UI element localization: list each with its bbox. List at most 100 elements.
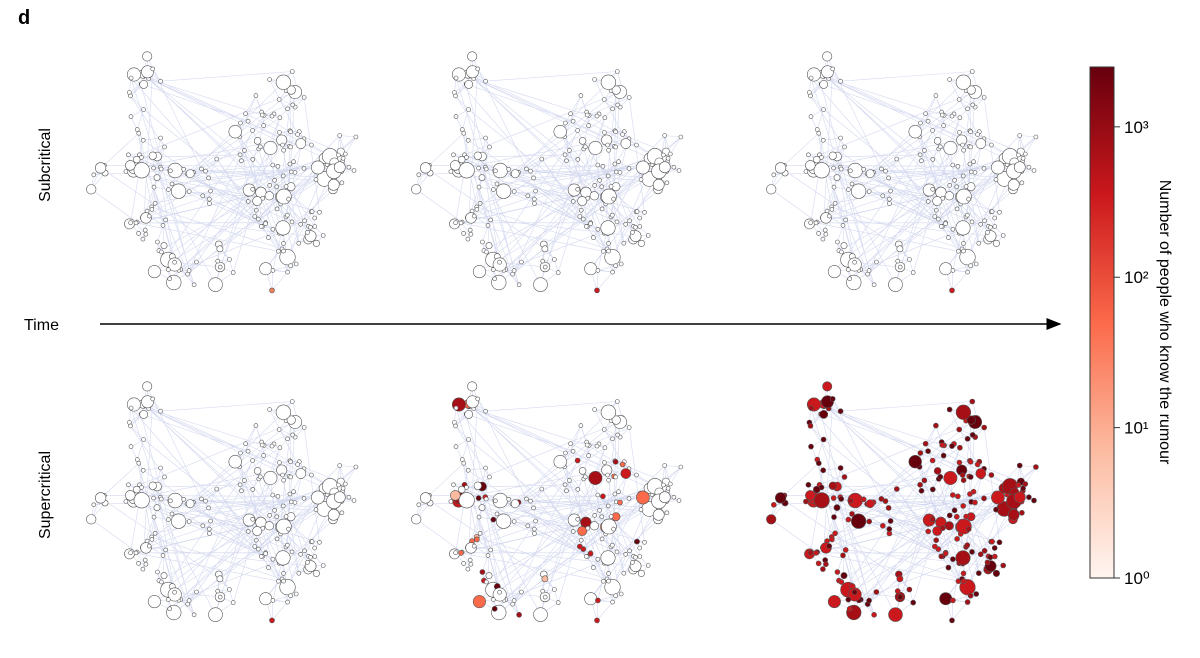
network-node: [808, 405, 814, 411]
network-node: [519, 589, 524, 595]
network-node: [605, 142, 610, 148]
network-node: [280, 173, 286, 179]
network-node: [807, 549, 814, 556]
network-node: [613, 144, 618, 150]
network-node: [969, 432, 976, 438]
network-node: [822, 227, 828, 233]
network-node: [497, 259, 502, 265]
network-node: [269, 617, 275, 624]
network-node: [474, 207, 480, 212]
network-node: [626, 166, 632, 171]
network-node: [511, 519, 517, 524]
network-node: [1016, 152, 1021, 158]
network-node: [578, 467, 587, 475]
network-node: [552, 257, 557, 262]
network-node: [907, 257, 912, 262]
network-node: [532, 201, 537, 206]
network-node: [287, 491, 293, 497]
network-node: [467, 381, 478, 392]
network-node: [945, 564, 952, 571]
network-node: [165, 597, 171, 602]
network-node: [992, 224, 998, 229]
network-node: [955, 163, 961, 169]
network-node: [272, 508, 277, 513]
network-node: [938, 553, 945, 560]
network-node: [602, 445, 608, 451]
network-node: [272, 178, 277, 183]
network-node: [128, 550, 133, 556]
network-node: [255, 216, 261, 222]
network-node: [260, 525, 266, 531]
network-node: [553, 125, 567, 139]
network-node: [568, 441, 573, 447]
network-node: [564, 158, 569, 164]
network-node: [141, 107, 146, 112]
network-node: [816, 460, 822, 467]
network-node: [960, 142, 965, 148]
network-node: [1013, 161, 1026, 174]
network-node: [676, 498, 682, 503]
network-node: [969, 549, 975, 555]
tick-label: 10⁰: [1124, 569, 1150, 588]
network-node: [908, 455, 922, 469]
network-node: [269, 113, 275, 119]
network-node: [453, 405, 459, 411]
network-node: [594, 443, 600, 449]
network-node: [922, 440, 929, 447]
network-node: [416, 172, 422, 178]
network-node: [126, 152, 131, 158]
network-node: [874, 259, 879, 265]
network-node: [829, 396, 836, 402]
network-node: [276, 518, 292, 535]
network-node: [465, 236, 471, 242]
network-node: [296, 570, 302, 576]
network-node: [411, 184, 422, 195]
network-node: [288, 129, 293, 135]
network-node: [1020, 156, 1026, 161]
network-node: [483, 408, 488, 414]
network-node: [267, 183, 273, 188]
network-node: [140, 467, 146, 473]
network-node: [160, 553, 166, 558]
network-node: [601, 188, 617, 205]
network-node: [494, 511, 500, 517]
network-node: [944, 521, 954, 531]
network-node: [510, 169, 520, 179]
network-node: [585, 195, 591, 201]
network-node: [337, 133, 342, 138]
network-node: [835, 239, 840, 245]
network-node: [533, 518, 538, 524]
network-node: [555, 600, 561, 605]
network-node: [840, 242, 848, 250]
network-node: [475, 66, 480, 72]
network-node: [826, 543, 832, 549]
network-node: [149, 537, 155, 542]
network-node: [142, 227, 148, 233]
network-node: [662, 463, 667, 468]
tick-label: 10³: [1124, 118, 1149, 137]
network-node: [487, 474, 492, 480]
network-node: [652, 508, 665, 521]
network-node: [851, 183, 867, 199]
network-node: [285, 542, 290, 548]
network-node: [305, 560, 310, 565]
network-node: [949, 287, 955, 294]
network-node: [819, 410, 829, 419]
network-node: [908, 125, 922, 139]
network-node: [293, 261, 299, 267]
network-node: [615, 69, 620, 74]
network-node: [286, 196, 291, 202]
network-node: [312, 224, 318, 229]
network-node: [838, 135, 843, 141]
network-node: [819, 80, 829, 89]
network-node: [658, 491, 671, 504]
network-node: [615, 399, 620, 404]
network-node: [630, 560, 635, 565]
network-node: [141, 437, 146, 442]
network-node: [832, 530, 838, 537]
network-node: [290, 432, 295, 438]
network-node: [1031, 168, 1037, 173]
network-node: [155, 569, 160, 575]
network-node: [771, 172, 777, 178]
